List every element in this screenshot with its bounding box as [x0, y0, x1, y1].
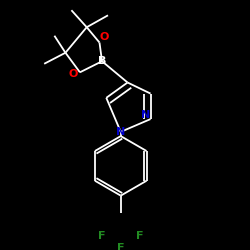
Text: F: F	[117, 244, 124, 250]
Text: O: O	[68, 69, 78, 79]
Text: F: F	[98, 231, 106, 241]
Text: N: N	[116, 127, 125, 137]
Text: O: O	[100, 32, 109, 42]
Text: B: B	[98, 56, 106, 66]
Text: N: N	[141, 110, 150, 120]
Text: F: F	[136, 231, 143, 241]
